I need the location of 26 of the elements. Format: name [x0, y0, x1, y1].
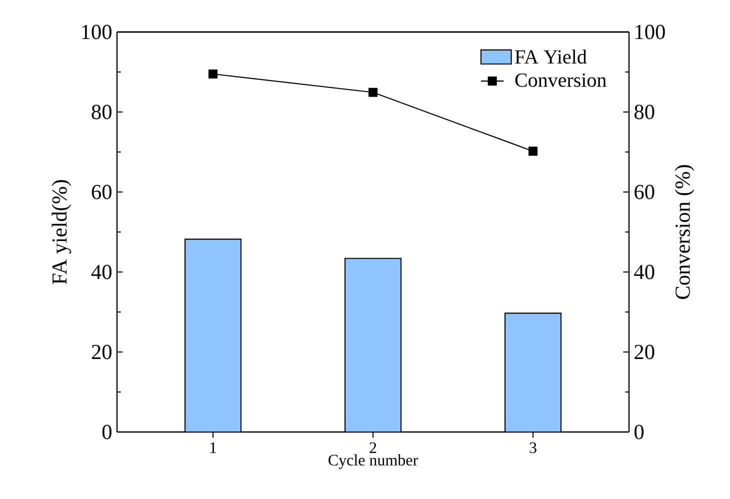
bar: [184, 238, 242, 432]
point: [528, 146, 538, 156]
y2-tick-label: 20: [634, 344, 654, 360]
y2-tick-label: 0: [634, 424, 644, 440]
y-tick-label: 100: [82, 24, 112, 40]
legend-label: FA Yield: [515, 50, 587, 64]
y-tick-label: 80: [92, 104, 112, 120]
y-tick-label: 60: [92, 184, 112, 200]
y2-tick-label: 40: [634, 264, 654, 280]
y2-axis-title: Conversion (%): [674, 165, 694, 299]
x-axis-title: Cycle number: [328, 454, 418, 469]
y-axis-title: FA yield(%): [52, 180, 72, 284]
y-tick-label: 40: [91, 264, 112, 280]
x-tick-label: 2: [370, 442, 376, 453]
y2-tick-label: 60: [634, 184, 654, 200]
x-tick-label: 1: [210, 442, 216, 453]
bar: [344, 258, 402, 432]
bar: [504, 312, 562, 432]
y-tick-label: 20: [92, 344, 112, 360]
x-tick-label: 3: [530, 442, 536, 454]
point: [208, 69, 218, 79]
y2-tick-label: 80: [634, 104, 654, 120]
point: [368, 88, 378, 97]
legend-label: Conversion: [515, 73, 606, 87]
y2-tick-label: 100: [636, 24, 665, 40]
y-tick-label: 0: [102, 424, 112, 440]
